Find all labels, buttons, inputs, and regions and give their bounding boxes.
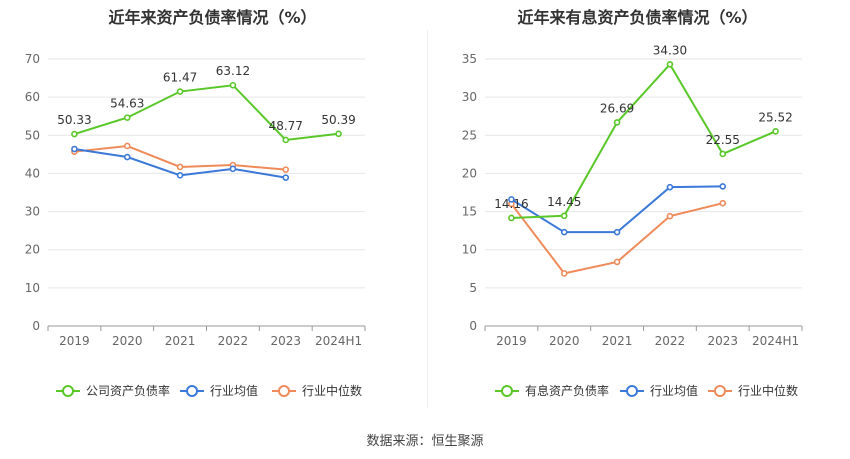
y-tick-label: 20: [462, 166, 477, 180]
data-source: 数据来源：恒生聚源: [366, 434, 484, 449]
data-point: [176, 163, 184, 171]
data-point: [123, 114, 131, 121]
data-point: [229, 81, 237, 89]
data-label: 61.47: [163, 71, 197, 85]
data-point: [282, 166, 290, 173]
y-tick-label: 60: [25, 90, 40, 104]
data-point: [666, 61, 674, 68]
data-point: [560, 228, 568, 236]
data-point: [282, 174, 290, 181]
data-label: 54.63: [110, 97, 144, 111]
data-label: 14.16: [494, 197, 528, 211]
series-line: [74, 84, 339, 142]
chart-left: 0 10 20 30 40 50 60 70 2019 2020 2021 2022 2023 2024H…: [25, 52, 366, 398]
legend-item[interactable]: 公司资产负债率: [56, 383, 170, 398]
x-tick-label: 2019: [59, 334, 90, 348]
x-tick-label: 2023: [707, 334, 738, 348]
legend-label: 有息资产负债率: [525, 383, 609, 398]
x-tick-label: 2021: [165, 334, 196, 348]
y-tick-label: 10: [25, 281, 40, 295]
x-tick-label: 2024H1: [315, 334, 362, 348]
x-tick-label: 2019: [496, 334, 527, 348]
x-tick-label: 2022: [218, 334, 249, 348]
data-point: [719, 183, 727, 190]
data-point: [613, 119, 621, 126]
legend-marker: [278, 385, 290, 397]
data-point: [508, 214, 515, 222]
data-point: [560, 270, 568, 277]
legend-item[interactable]: 有息资产负债率: [495, 383, 609, 398]
legend-label: 公司资产负债率: [86, 383, 170, 398]
legend-marker: [714, 385, 726, 397]
data-point: [560, 212, 568, 220]
legend-label: 行业中位数: [302, 383, 362, 398]
y-tick-label: 40: [25, 166, 40, 180]
y-tick-label: 50: [25, 128, 40, 142]
legend-marker: [186, 385, 198, 397]
legend-label: 行业均值: [210, 383, 258, 398]
legend-item[interactable]: 行业中位数: [272, 383, 362, 398]
legend-label: 行业中位数: [738, 383, 798, 398]
y-tick-label: 30: [25, 205, 40, 219]
data-label: 50.33: [57, 113, 91, 127]
data-label: 63.12: [216, 64, 250, 78]
y-tick-label: 20: [25, 243, 40, 257]
data-label: 26.69: [600, 101, 634, 115]
x-tick-label: 2020: [549, 334, 580, 348]
data-point: [176, 172, 184, 179]
chart-title-right: 近年来有息资产负债率情况（%）: [517, 8, 758, 27]
data-point: [719, 199, 727, 207]
data-label: 50.39: [321, 113, 355, 127]
x-tick-label: 2024H1: [752, 334, 799, 348]
data-point: [282, 136, 290, 144]
legend-item[interactable]: 行业中位数: [708, 383, 798, 398]
data-point: [666, 212, 674, 220]
legend-label: 行业均值: [650, 383, 698, 398]
y-tick-label: 0: [469, 319, 477, 333]
y-tick-label: 35: [462, 52, 477, 66]
legend-item[interactable]: 行业均值: [620, 383, 698, 398]
data-point: [772, 128, 779, 135]
x-tick-label: 2023: [270, 334, 301, 348]
legend-marker: [62, 385, 74, 397]
data-label: 34.30: [653, 43, 687, 57]
y-tick-label: 30: [462, 90, 477, 104]
data-point: [123, 142, 131, 150]
series-line: [510, 185, 723, 234]
series-line: [511, 62, 776, 219]
data-label: 14.45: [547, 195, 581, 209]
data-point: [123, 153, 131, 161]
chart-title-left: 近年来资产负债率情况（%）: [108, 8, 317, 27]
legend-item[interactable]: 行业均值: [180, 383, 258, 398]
data-label: 48.77: [269, 119, 303, 133]
data-point: [71, 130, 78, 138]
data-point: [666, 183, 674, 191]
y-tick-label: 15: [462, 205, 477, 219]
chart-divider: [427, 30, 428, 408]
data-label: 25.52: [758, 110, 792, 124]
data-point: [508, 196, 515, 203]
data-label: 22.55: [706, 133, 740, 147]
data-point: [229, 165, 237, 173]
y-tick-label: 70: [25, 52, 40, 66]
y-tick-label: 10: [462, 243, 477, 257]
data-point: [719, 150, 727, 158]
legend-marker: [626, 385, 638, 397]
data-point: [71, 145, 78, 153]
chart-right: 0 5 10 15 20 25 30 35 2019 2020 2021 2022 2023 2024H1…: [462, 43, 803, 398]
y-tick-label: 25: [462, 128, 477, 142]
x-tick-label: 2020: [112, 334, 143, 348]
legend-marker: [501, 385, 513, 397]
data-point: [176, 88, 184, 95]
y-tick-label: 0: [32, 319, 40, 333]
y-tick-label: 5: [469, 281, 477, 295]
x-tick-label: 2022: [655, 334, 686, 348]
data-point: [613, 258, 621, 266]
data-point: [335, 130, 342, 138]
data-point: [613, 228, 621, 236]
x-tick-label: 2021: [602, 334, 633, 348]
